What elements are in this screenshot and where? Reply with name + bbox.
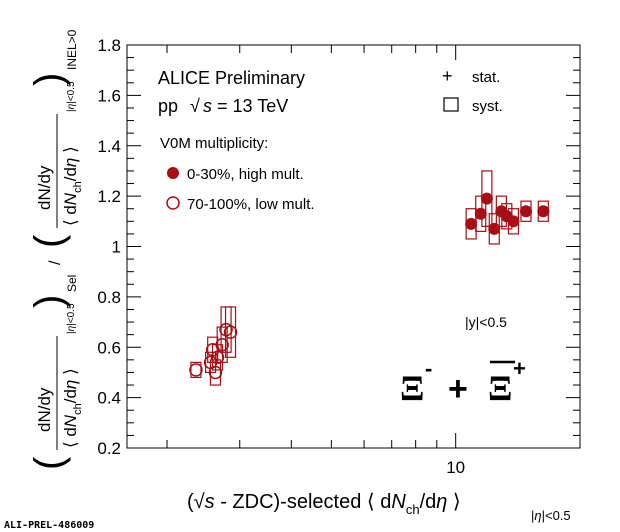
svg-text:Ξ: Ξ (400, 368, 424, 408)
chart-title: ALICE Preliminary (158, 68, 305, 88)
y-tick-label: 0.2 (97, 439, 121, 458)
svg-text:(: ( (27, 456, 71, 470)
svg-text:Ξ: Ξ (488, 368, 512, 408)
legend-title: V0M multiplicity: (160, 135, 268, 152)
legend-marker-high-mult (167, 167, 179, 179)
watermark: ALI-PREL-486009 (4, 520, 94, 531)
svg-text:Sel: Sel (65, 275, 79, 292)
point-low-mult (189, 363, 203, 377)
svg-text:/: / (47, 260, 64, 265)
point-high-mult (465, 217, 478, 230)
syst-box-low-mult (224, 306, 237, 358)
point-low-mult (215, 337, 229, 352)
y-tick-label: 0.6 (97, 338, 121, 357)
point-low-mult (223, 325, 238, 339)
svg-text:+: + (448, 370, 468, 408)
point-high-mult (488, 222, 501, 235)
svg-text:|η|<0.5: |η|<0.5 (531, 508, 571, 523)
y-tick-label: 1.8 (97, 36, 121, 55)
plot-axes: 0.2 0.4 0.6 0.8 1 1.2 1.4 1.6 1.8 10 (97, 36, 581, 477)
svg-text:dN/dy: dN/dy (35, 165, 54, 210)
point-high-mult (519, 205, 532, 218)
svg-text:⟨ dNch/dη ⟩: ⟨ dNch/dη ⟩ (61, 146, 84, 226)
y-tick-label: 0.4 (97, 389, 121, 408)
stat-label: stat. (472, 69, 500, 86)
y-tick-label: 1.6 (97, 86, 121, 105)
energy-suffix: = 13 TeV (217, 96, 288, 116)
legend-label-low-mult: 70-100%, low mult. (187, 196, 315, 213)
y-tick-label: 1.2 (97, 187, 121, 206)
svg-text:): ) (27, 73, 71, 86)
syst-box-marker (443, 97, 459, 112)
svg-text:-: - (425, 356, 432, 381)
y-tick-label: 0.8 (97, 288, 121, 307)
legend-label-high-mult: 0-30%, high mult. (187, 166, 304, 183)
point-high-mult (474, 207, 487, 220)
y-tick-label: 1.4 (97, 137, 121, 156)
point-low-mult (210, 350, 225, 365)
point-high-mult (537, 205, 550, 218)
stat-plus-marker: + (442, 66, 453, 86)
svg-text:INEL>0: INEL>0 (65, 29, 79, 70)
svg-text:dN/dy: dN/dy (35, 387, 54, 432)
svg-text:|η|<0.5: |η|<0.5 (66, 303, 77, 334)
syst-label: syst. (472, 98, 503, 115)
syst-box-low-mult (190, 361, 202, 379)
energy-sqrt-s: s (203, 96, 212, 116)
data-marks (189, 170, 550, 386)
point-high-mult (480, 192, 493, 205)
point-low-mult (208, 365, 223, 380)
particle-label: Ξ - + Ξ + (400, 356, 526, 408)
energy-prefix: pp (158, 96, 178, 116)
svg-text:(√s - ZDC)-selected ⟨ dNch/dη: (√s - ZDC)-selected ⟨ dNch/dη ⟩ (187, 491, 461, 517)
sqrt-sign: √ (190, 96, 200, 116)
svg-text:⟨ dNch/dη ⟩: ⟨ dNch/dη ⟩ (61, 368, 84, 448)
x-axis-label: (√s - ZDC)-selected ⟨ dNch/dη ⟩ |η|<0.5 (187, 491, 571, 523)
svg-text:): ) (27, 295, 71, 308)
svg-text:+: + (513, 356, 526, 381)
rapidity-label: |y|<0.5 (465, 314, 507, 330)
point-high-mult (507, 215, 520, 228)
y-axis-label: ( dN/dy ⟨ dNch/dη ⟩ |η|<0.5 ) Sel / ( dN… (27, 29, 84, 470)
svg-text:|η|<0.5: |η|<0.5 (66, 81, 77, 112)
y-tick-label: 1 (112, 238, 121, 257)
svg-text:(: ( (27, 234, 71, 248)
legend-marker-low-mult (166, 196, 180, 210)
x-tick-label: 10 (446, 458, 465, 477)
